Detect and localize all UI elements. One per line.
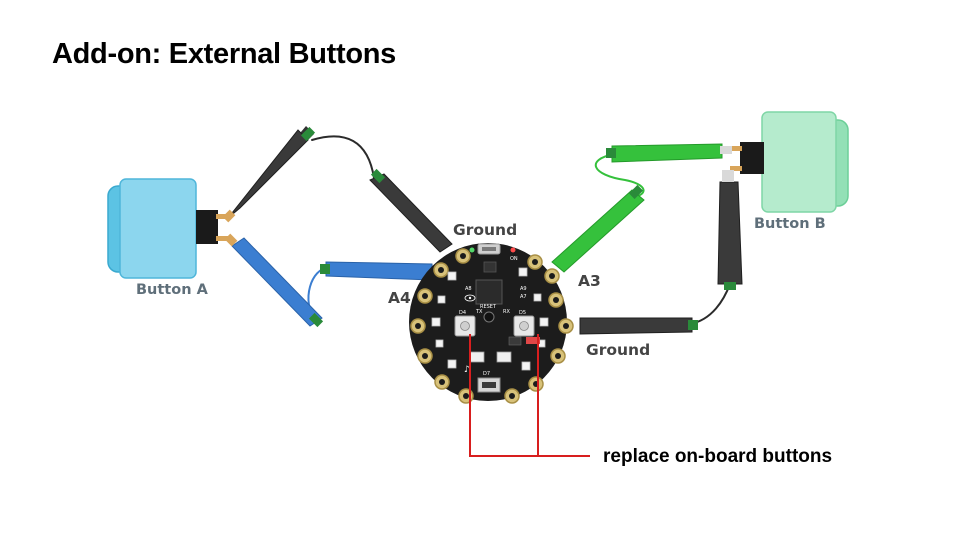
callout-lines bbox=[469, 334, 590, 457]
alligator-clip-icon bbox=[222, 126, 316, 223]
label-ground-right: Ground bbox=[586, 341, 650, 359]
silk-on: ON bbox=[510, 256, 518, 262]
silk-d5: D5 bbox=[519, 310, 526, 316]
silk-rx: RX bbox=[503, 309, 510, 315]
alligator-clip-icon bbox=[369, 168, 453, 253]
alligator-clip-icon bbox=[551, 184, 645, 273]
label-button-a: Button A bbox=[136, 282, 209, 298]
label-pin-a4: A4 bbox=[388, 289, 411, 307]
silk-a8: A8 bbox=[465, 286, 472, 292]
label-pin-a3: A3 bbox=[578, 272, 601, 290]
silk-a9: A9 bbox=[520, 286, 527, 292]
silk-a7: A7 bbox=[520, 294, 527, 300]
light-sensor-icon bbox=[464, 294, 476, 302]
silk-d4: D4 bbox=[459, 310, 466, 316]
alligator-clip-icon bbox=[717, 170, 743, 290]
circuit-playground-board-icon: D4 D5 TX RX RESET D7 A9 A8 A7 ON ♪ bbox=[409, 243, 574, 404]
label-ground-top: Ground bbox=[453, 221, 517, 239]
callout-label: replace on-board buttons bbox=[603, 446, 832, 467]
speaker-note-icon: ♪ bbox=[464, 365, 470, 375]
alligator-clip-icon bbox=[224, 233, 324, 328]
button-a-icon bbox=[107, 178, 228, 279]
button-b-icon bbox=[730, 111, 849, 213]
silk-d7: D7 bbox=[483, 371, 490, 377]
alligator-clip-icon bbox=[320, 261, 433, 281]
slide-title: Add-on: External Buttons bbox=[52, 38, 397, 70]
alligator-clip-icon bbox=[606, 143, 732, 163]
silk-tx: TX bbox=[475, 309, 483, 315]
label-button-b: Button B bbox=[754, 216, 826, 232]
alligator-clip-icon bbox=[579, 317, 698, 335]
silk-reset: RESET bbox=[480, 304, 497, 310]
